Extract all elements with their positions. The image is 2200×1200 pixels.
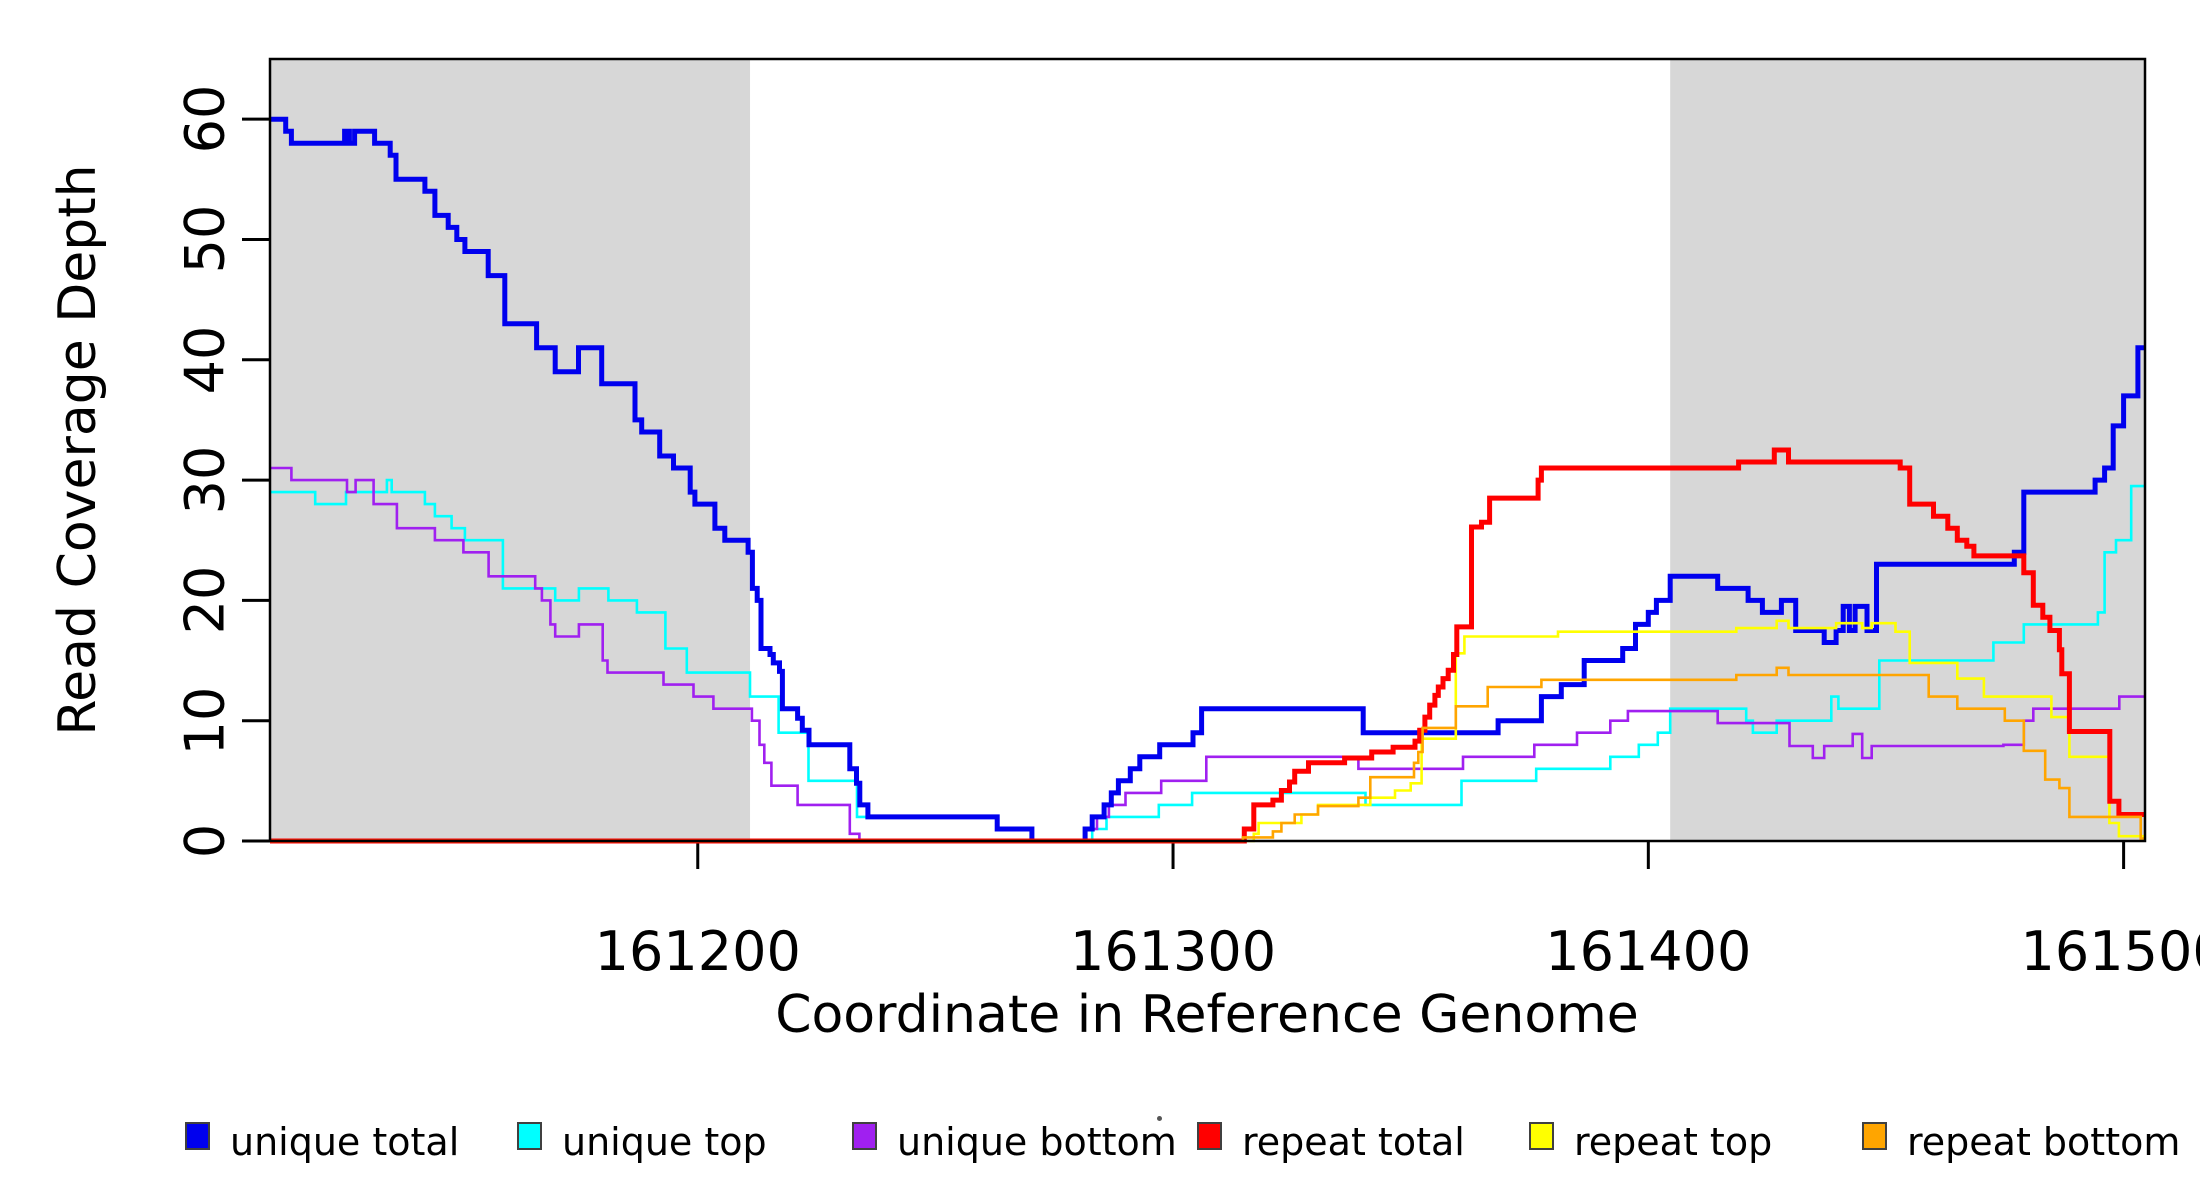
legend-color-swatch	[852, 1122, 877, 1150]
legend-label: unique bottom	[897, 1120, 1177, 1164]
legend-label: repeat bottom	[1907, 1120, 2181, 1164]
series-line-unique-bottom	[270, 466, 2145, 843]
y-axis-tick-label: 0	[173, 823, 237, 859]
x-axis-tick-label: 161200	[594, 920, 801, 983]
y-axis-tick-label: 40	[173, 325, 237, 395]
legend-label: unique total	[230, 1120, 460, 1164]
legend-label: repeat total	[1242, 1120, 1465, 1164]
stray-dot-artifact	[1157, 1116, 1162, 1121]
legend-label: unique top	[562, 1120, 767, 1164]
legend-color-swatch	[517, 1122, 542, 1150]
legend-label: repeat top	[1574, 1120, 1773, 1164]
y-axis-tick-label: 60	[173, 84, 237, 154]
y-axis-tick-label: 50	[173, 205, 237, 274]
y-axis-tick-label: 20	[173, 566, 237, 635]
x-axis-tick-label: 161400	[1545, 920, 1752, 983]
series-line-unique-total	[270, 116, 2145, 844]
legend-color-swatch	[1862, 1122, 1887, 1150]
plot-box-border	[268, 57, 2147, 843]
y-axis-title: Read Coverage Depth	[48, 164, 108, 736]
series-line-repeat-bottom	[270, 666, 2145, 843]
shaded-repeat-region	[1670, 59, 2145, 841]
y-axis-tick-label: 10	[173, 686, 237, 756]
legend-color-swatch	[185, 1122, 210, 1150]
x-axis-title: Coordinate in Reference Genome	[775, 985, 1639, 1045]
shaded-repeat-region	[270, 59, 751, 841]
legend-color-swatch	[1197, 1122, 1222, 1150]
series-line-repeat-total	[270, 447, 2145, 844]
x-axis-tick-label: 161300	[1069, 920, 1277, 983]
legend-color-swatch	[1529, 1122, 1554, 1150]
y-axis-tick-label: 30	[173, 445, 237, 515]
series-line-unique-top	[270, 478, 2145, 843]
